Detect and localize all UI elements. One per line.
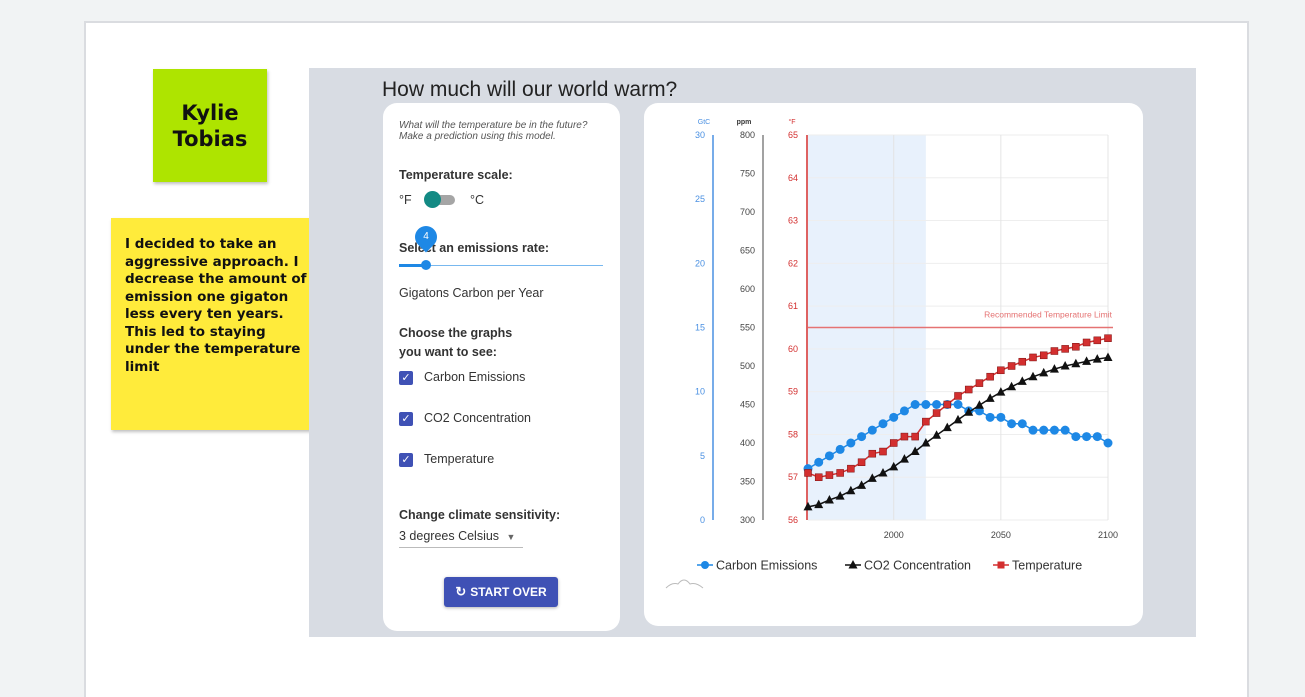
slider-value-text: 4 [423, 231, 429, 242]
select-underline [399, 547, 523, 548]
temperature-checkbox[interactable]: ✓ [399, 453, 413, 467]
emissions-rate-label: Select an emissions rate: [399, 241, 550, 255]
toggle-knob[interactable] [424, 191, 441, 208]
co2-concentration-checkbox[interactable]: ✓ [399, 412, 413, 426]
temperature-scale-label: Temperature scale: [399, 168, 513, 182]
emissions-slider-thumb[interactable] [421, 260, 431, 270]
climate-sensitivity-value: 3 degrees Celsius [399, 529, 500, 543]
question-text: What will the temperature be in the futu… [399, 120, 588, 142]
carbon-emissions-checkbox-label[interactable]: Carbon Emissions [424, 370, 526, 384]
start-over-label: START OVER [470, 585, 547, 599]
simulation-title: How much will our world warm? [382, 78, 678, 101]
climate-sensitivity-label: Change climate sensitivity: [399, 508, 561, 522]
graphs-label-line1: Choose the graphs [399, 326, 513, 340]
explanation-sticky-text: I decided to take an aggressive approach… [125, 236, 307, 375]
climate-sensitivity-select[interactable]: 3 degrees Celsius ▼ [399, 529, 515, 543]
chevron-down-icon: ▼ [506, 532, 516, 542]
restart-icon: ↻ [455, 584, 467, 599]
explanation-sticky-note[interactable]: I decided to take an aggressive approach… [111, 218, 323, 430]
emissions-unit-label: Gigatons Carbon per Year [399, 286, 544, 300]
emissions-slider-track[interactable] [399, 265, 603, 266]
graph-panel [644, 103, 1143, 626]
graphs-label-line2: you want to see: [399, 345, 497, 359]
carbon-emissions-checkbox[interactable]: ✓ [399, 371, 413, 385]
controls-panel [383, 103, 620, 631]
co2-concentration-checkbox-label[interactable]: CO2 Concentration [424, 411, 532, 425]
name-sticky-text: Kylie Tobias [172, 100, 248, 151]
unit-c-label: °C [470, 193, 485, 207]
unit-f-label: °F [399, 193, 412, 207]
start-over-button[interactable]: ↻ START OVER [444, 577, 558, 607]
name-sticky-note[interactable]: Kylie Tobias [153, 69, 267, 182]
temperature-checkbox-label[interactable]: Temperature [424, 452, 495, 466]
emissions-slider-fill [399, 264, 426, 267]
